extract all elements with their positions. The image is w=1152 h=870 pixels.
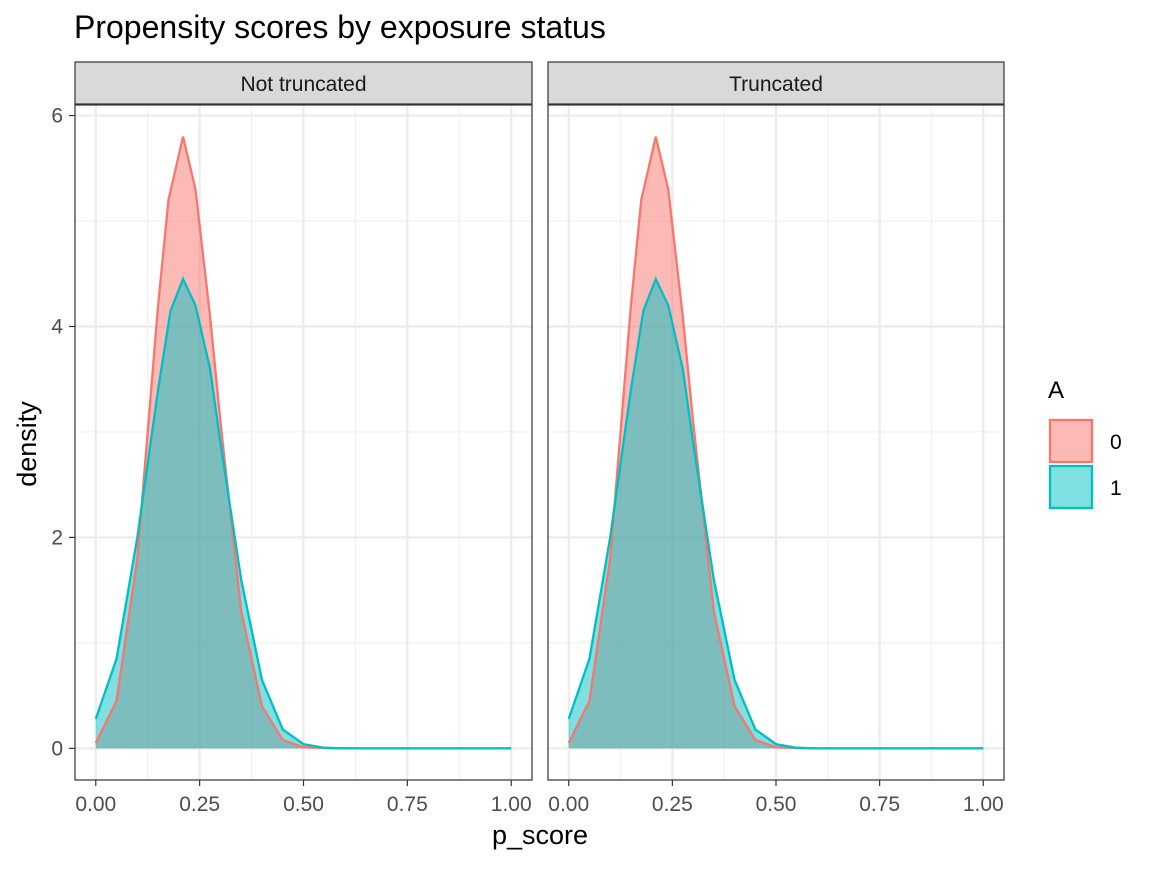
legend-key-1: [1048, 464, 1094, 510]
x-tick-label: 0.75: [387, 793, 428, 816]
legend: A 0 1: [1048, 377, 1122, 510]
x-axis-title: p_score: [492, 820, 588, 850]
density-line-series-1: [567, 276, 984, 750]
x-tick-label: 0.00: [75, 793, 116, 816]
facet-strip: [74, 61, 533, 105]
density-area-series-1: [95, 279, 512, 749]
y-tick-label: 2: [51, 526, 63, 549]
y-tick-label: 0: [51, 737, 63, 760]
density-area-series-1: [568, 279, 984, 749]
legend-label-1: 1: [1110, 477, 1122, 500]
x-tick-label: 0.50: [283, 793, 324, 816]
density-line-series-1: [94, 276, 512, 750]
x-tick-label: 1.00: [963, 793, 1004, 816]
facet-panel: Truncated 0.00 0.25 0.50 0.75 1.00: [547, 61, 1005, 816]
x-tick-label: 0.00: [548, 793, 589, 816]
x-tick-label: 0.50: [756, 793, 797, 816]
legend-title: A: [1048, 377, 1064, 404]
facet-strip-label: Not truncated: [240, 73, 366, 96]
y-tick-label: 4: [51, 315, 63, 338]
facet-strip-label: Truncated: [729, 73, 823, 96]
facet-strip: [547, 61, 1005, 105]
y-axis-title: density: [12, 401, 42, 487]
chart-title: Propensity scores by exposure status: [74, 9, 606, 45]
facet-panel: Not truncated 0.00 0.25 0.50 0.75 1.00 0 2 4 6: [51, 61, 533, 816]
legend-key-0: [1048, 418, 1094, 464]
legend-label-0: 0: [1110, 431, 1122, 454]
x-tick-label: 0.25: [179, 793, 220, 816]
x-tick-label: 0.25: [652, 793, 693, 816]
x-tick-label: 0.75: [859, 793, 900, 816]
x-tick-label: 1.00: [491, 793, 532, 816]
y-tick-label: 6: [51, 105, 63, 128]
panels-layer: Not truncated 0.00 0.25 0.50 0.75 1.00 0 2 4 6 Tru…: [51, 61, 1005, 816]
